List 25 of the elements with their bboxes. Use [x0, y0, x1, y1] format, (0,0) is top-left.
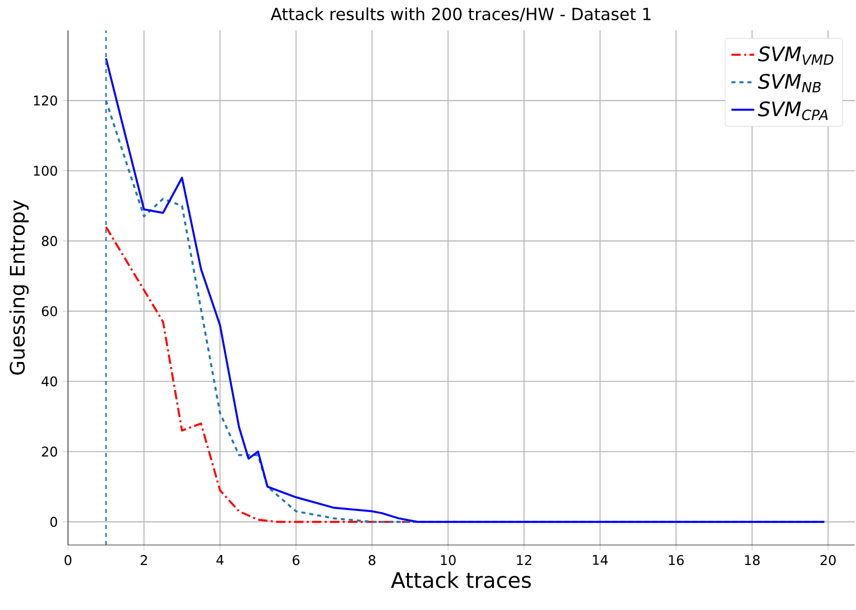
y-tick-label: 20 — [42, 446, 58, 457]
y-tick-label: 40 — [42, 376, 58, 386]
x-tick-label: 8 — [368, 555, 376, 566]
legend-label: SVM$_{NB}$ — [758, 74, 821, 92]
x-tick-label: 14 — [593, 555, 608, 565]
x-tick-label: 0 — [64, 555, 72, 566]
y-tick-label: 100 — [34, 166, 58, 176]
y-tick-label: 80 — [42, 236, 58, 246]
x-tick-label: 18 — [745, 555, 760, 566]
legend-label: SVM$_{CPA}$ — [758, 101, 828, 120]
x-tick-label: 12 — [517, 555, 532, 565]
x-tick-label: 2 — [140, 555, 147, 565]
line-series — [105, 226, 412, 523]
y-tick-label: 60 — [42, 306, 58, 316]
x-axis-title: Attack traces — [390, 572, 531, 588]
legend-label: SVM$_{VMD}$ — [758, 46, 834, 65]
x-tick-label: 10 — [441, 555, 456, 566]
x-tick-label: 20 — [820, 555, 836, 566]
y-tick-label: 120 — [34, 95, 58, 106]
x-tick-label: 4 — [216, 555, 224, 565]
chart-title: Attack results with 200 traces/HW - Dataset 1 — [270, 7, 651, 22]
y-tick-label: 0 — [50, 516, 58, 527]
x-tick-label: 6 — [292, 555, 300, 566]
y-axis-title: Guessing Entropy — [9, 200, 29, 375]
x-tick-label: 16 — [669, 555, 684, 566]
